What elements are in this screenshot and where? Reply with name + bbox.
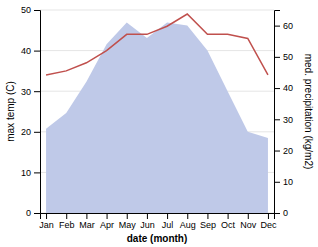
tick-mark bbox=[107, 213, 108, 219]
tick: Jul bbox=[162, 213, 174, 230]
line bbox=[46, 14, 268, 75]
tick-label: 30 bbox=[283, 115, 293, 125]
x-axis-title: date (month) bbox=[127, 233, 188, 244]
tick-mark bbox=[34, 51, 40, 52]
tick-label: Mar bbox=[79, 220, 95, 230]
tick-mark bbox=[274, 57, 280, 58]
tick: 10 bbox=[21, 168, 40, 178]
tick-mark bbox=[274, 151, 280, 152]
tick: Sep bbox=[200, 213, 216, 230]
tick: 0 bbox=[274, 208, 288, 218]
tick: 40 bbox=[21, 46, 40, 56]
tick-label: Jun bbox=[140, 220, 155, 230]
tick-mark bbox=[34, 132, 40, 133]
tick-label: Dec bbox=[260, 220, 277, 230]
tick-label: 30 bbox=[21, 87, 31, 97]
axis-line bbox=[34, 11, 41, 214]
tick: Jun bbox=[140, 213, 155, 230]
tick-mark bbox=[167, 213, 168, 219]
tick-label: Oct bbox=[221, 220, 236, 230]
grid-line bbox=[40, 10, 274, 11]
y-axis-title: max temp (C) bbox=[5, 81, 16, 142]
tick-label: 20 bbox=[283, 146, 293, 156]
tick-label: 20 bbox=[21, 127, 31, 137]
tick-label: Nov bbox=[240, 220, 257, 230]
tick: Feb bbox=[59, 213, 75, 230]
tick-label: Feb bbox=[59, 220, 75, 230]
tick-label: 50 bbox=[21, 5, 31, 15]
tick-mark bbox=[274, 182, 280, 183]
tick-label: 40 bbox=[21, 46, 31, 56]
y2-axis: 0 10 20 30 40 50 60 bbox=[274, 11, 293, 219]
tick: May bbox=[119, 213, 137, 230]
tick-mark bbox=[66, 213, 67, 219]
tick-label: 10 bbox=[283, 177, 293, 187]
marks bbox=[46, 14, 268, 213]
tick: 20 bbox=[21, 127, 40, 137]
tick-mark bbox=[187, 213, 188, 219]
tick-label: 0 bbox=[26, 208, 31, 218]
tick-mark bbox=[274, 88, 280, 89]
tick-label: 10 bbox=[21, 168, 31, 178]
tick-mark bbox=[274, 119, 280, 120]
y2-axis-title: med. precipitation (kg/m2) bbox=[303, 54, 314, 170]
tick-mark bbox=[34, 172, 40, 173]
tick: 50 bbox=[274, 52, 293, 62]
tick: Mar bbox=[79, 213, 95, 230]
y-axis: 0 10 20 30 40 50 bbox=[21, 5, 41, 218]
tick: Nov bbox=[240, 213, 257, 230]
tick: 10 bbox=[274, 177, 293, 187]
grid bbox=[40, 10, 274, 213]
chart: Jan Feb Mar Apr MayJun Jul Aug Sep Oct NovDec 0 10 2… bbox=[0, 0, 318, 247]
tick: 40 bbox=[274, 83, 293, 93]
tick-label: Apr bbox=[100, 220, 114, 230]
tick: 30 bbox=[21, 87, 40, 97]
tick-mark bbox=[34, 10, 40, 11]
tick: 50 bbox=[21, 5, 40, 15]
tick: Jan bbox=[39, 213, 54, 230]
tick-mark bbox=[86, 213, 87, 219]
tick-label: Jan bbox=[39, 220, 54, 230]
plot: Jan Feb Mar Apr MayJun Jul Aug Sep Oct NovDec 0 10 2… bbox=[21, 5, 293, 230]
tick-label: 60 bbox=[283, 21, 293, 31]
tick-label: 0 bbox=[283, 208, 288, 218]
axis-line bbox=[275, 11, 281, 214]
tick: 20 bbox=[274, 146, 293, 156]
tick-mark bbox=[248, 213, 249, 219]
axis-line bbox=[41, 214, 275, 220]
area bbox=[46, 22, 268, 213]
tick-label: Jul bbox=[162, 220, 174, 230]
tick-mark bbox=[207, 213, 208, 219]
tick-mark bbox=[274, 26, 280, 27]
tick-mark bbox=[274, 213, 280, 214]
tick: Aug bbox=[180, 213, 196, 230]
tick-mark bbox=[34, 213, 40, 214]
tick-mark bbox=[46, 213, 47, 219]
tick: 60 bbox=[274, 21, 293, 31]
tick-mark bbox=[34, 91, 40, 92]
tick: Oct bbox=[221, 213, 236, 230]
tick: 0 bbox=[26, 208, 40, 218]
tick-label: 50 bbox=[283, 52, 293, 62]
tick: 30 bbox=[274, 115, 293, 125]
tick-label: Sep bbox=[200, 220, 216, 230]
tick-mark bbox=[127, 213, 128, 219]
tick: Apr bbox=[100, 213, 114, 230]
tick-label: Aug bbox=[180, 220, 196, 230]
tick-label: May bbox=[119, 220, 137, 230]
tick-mark bbox=[147, 213, 148, 219]
tick-mark bbox=[268, 213, 269, 219]
x-axis: Jan Feb Mar Apr MayJun Jul Aug Sep Oct NovDec bbox=[39, 213, 277, 230]
tick-label: 40 bbox=[283, 83, 293, 93]
tick: Dec bbox=[260, 213, 277, 230]
tick-mark bbox=[228, 213, 229, 219]
